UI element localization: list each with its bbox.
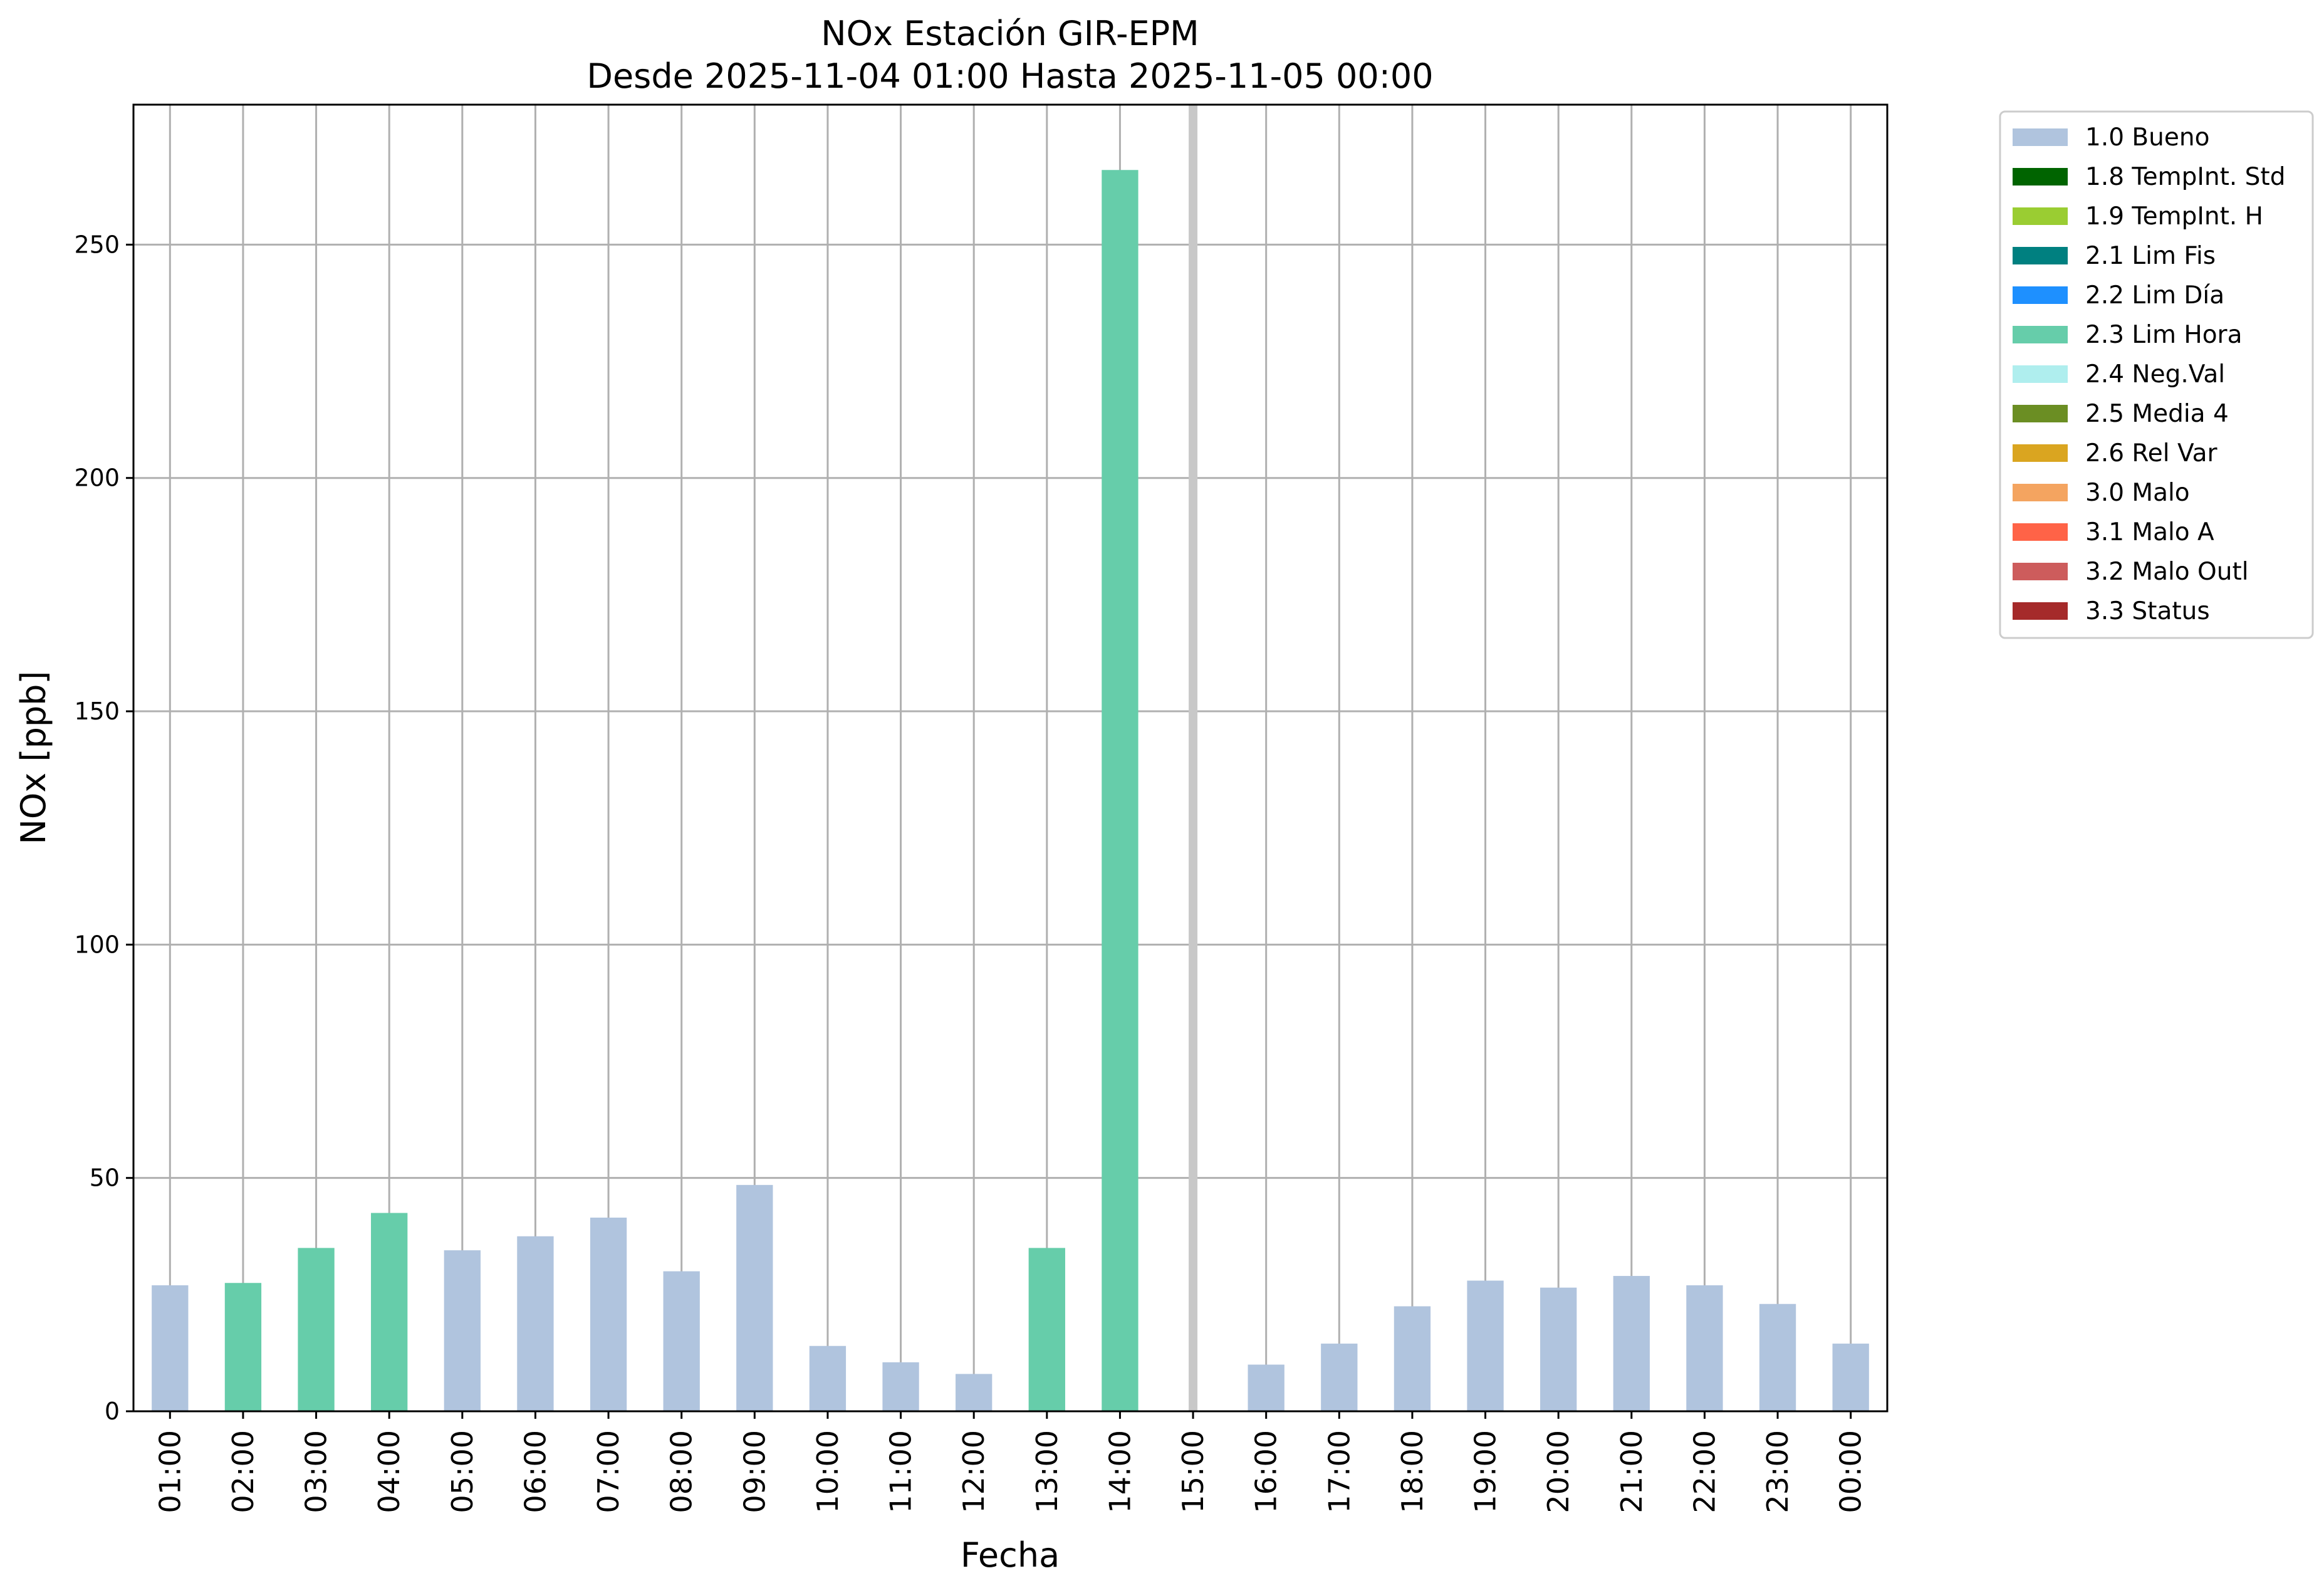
bar <box>444 1250 481 1411</box>
legend-label: 2.5 Media 4 <box>2085 400 2229 428</box>
ytick-label: 200 <box>74 464 120 492</box>
xtick-label: 03:00 <box>300 1430 333 1513</box>
bar <box>1248 1364 1284 1411</box>
xtick-label: 23:00 <box>1761 1430 1795 1513</box>
legend-swatch <box>2013 365 2068 383</box>
chart-subtitle: Desde 2025-11-04 01:00 Hasta 2025-11-05 … <box>586 56 1433 96</box>
xtick-label: 11:00 <box>884 1430 918 1513</box>
xtick-label: 01:00 <box>153 1430 187 1513</box>
bar <box>1832 1344 1869 1411</box>
xtick-label: 20:00 <box>1541 1430 1575 1513</box>
legend-label: 2.6 Rel Var <box>2085 439 2218 468</box>
legend-swatch <box>2013 405 2068 422</box>
xtick-label: 08:00 <box>665 1430 699 1513</box>
xtick-label: 00:00 <box>1834 1430 1868 1513</box>
bar <box>1467 1280 1504 1411</box>
legend-label: 3.1 Malo A <box>2085 518 2214 546</box>
bar <box>298 1248 335 1411</box>
legend-swatch <box>2013 484 2068 501</box>
x-axis-label: Fecha <box>961 1535 1060 1575</box>
xtick-label: 21:00 <box>1615 1430 1649 1513</box>
legend: 1.0 Bueno 1.8 TempInt. Std 1.9 TempInt. H 2… <box>1999 110 2314 639</box>
bar <box>1540 1287 1577 1411</box>
grid-layer <box>133 105 1887 1413</box>
bar <box>590 1217 627 1411</box>
ytick-label: 100 <box>74 931 120 958</box>
legend-swatch <box>2013 326 2068 343</box>
legend-label: 2.3 Lim Hora <box>2085 321 2243 349</box>
legend-label: 3.0 Malo <box>2085 479 2190 507</box>
bar <box>1759 1303 1796 1411</box>
ytick-label: 50 <box>90 1164 120 1192</box>
ytick-label: 150 <box>74 697 120 725</box>
bar <box>1613 1276 1650 1411</box>
plot-frame <box>132 103 1889 1413</box>
legend-label: 1.9 TempInt. H <box>2085 202 2263 231</box>
bar <box>1102 170 1139 1411</box>
legend-swatch <box>2013 444 2068 462</box>
bar <box>736 1184 773 1411</box>
xtick-label: 05:00 <box>446 1430 479 1513</box>
bar <box>956 1374 993 1411</box>
xtick-label: 14:00 <box>1103 1430 1137 1513</box>
xtick-label: 17:00 <box>1322 1430 1356 1513</box>
bar <box>882 1362 919 1411</box>
bar <box>809 1345 847 1411</box>
chart-title: NOx Estación GIR-EPM <box>821 14 1199 53</box>
bar <box>224 1283 262 1411</box>
xtick-label: 10:00 <box>811 1430 845 1513</box>
xtick-label: 04:00 <box>372 1430 406 1513</box>
bar <box>1321 1344 1358 1411</box>
legend-label: 3.3 Status <box>2085 597 2210 625</box>
xtick-label: 15:00 <box>1176 1430 1210 1513</box>
legend-label: 1.0 Bueno <box>2085 123 2209 152</box>
xtick-label: 12:00 <box>957 1430 991 1513</box>
legend-label: 1.8 TempInt. Std <box>2085 163 2285 191</box>
ytick-label: 250 <box>74 231 120 258</box>
xtick-label: 18:00 <box>1395 1430 1429 1513</box>
legend-box <box>1999 110 2314 639</box>
legend-swatch <box>2013 168 2068 185</box>
legend-swatch <box>2013 286 2068 304</box>
x-axis: 01:00 02:00 03:00 04:00 05:00 06:00 07:00 08:00… <box>153 1411 1868 1513</box>
ytick-label: 0 <box>105 1397 120 1425</box>
xtick-label: 19:00 <box>1469 1430 1503 1513</box>
legend-swatch <box>2013 602 2068 620</box>
legend-label: 2.4 Neg.Val <box>2085 360 2225 389</box>
legend-label: 3.2 Malo Outl <box>2085 558 2249 586</box>
xtick-label: 13:00 <box>1030 1430 1064 1513</box>
xtick-label: 22:00 <box>1687 1430 1721 1513</box>
xtick-label: 16:00 <box>1249 1430 1283 1513</box>
bar <box>1686 1285 1723 1411</box>
bar <box>371 1213 408 1411</box>
legend-label: 2.1 Lim Fis <box>2085 242 2216 270</box>
legend-swatch <box>2013 207 2068 225</box>
y-axis: 0 50 100 150 200 250 <box>74 231 133 1425</box>
bars-layer <box>152 170 1869 1411</box>
xtick-label: 06:00 <box>518 1430 552 1513</box>
legend-swatch <box>2013 523 2068 541</box>
xtick-label: 02:00 <box>226 1430 260 1513</box>
legend-swatch <box>2013 247 2068 264</box>
bar <box>1028 1248 1065 1411</box>
bar <box>152 1285 189 1411</box>
legend-swatch <box>2013 563 2068 580</box>
y-axis-label: NOx [ppb] <box>14 671 53 845</box>
xtick-label: 09:00 <box>737 1430 771 1513</box>
legend-swatch <box>2013 128 2068 146</box>
legend-label: 2.2 Lim Día <box>2085 281 2224 310</box>
bar <box>517 1236 554 1411</box>
bar <box>1394 1306 1431 1411</box>
bar <box>663 1271 700 1411</box>
xtick-label: 07:00 <box>591 1430 625 1513</box>
